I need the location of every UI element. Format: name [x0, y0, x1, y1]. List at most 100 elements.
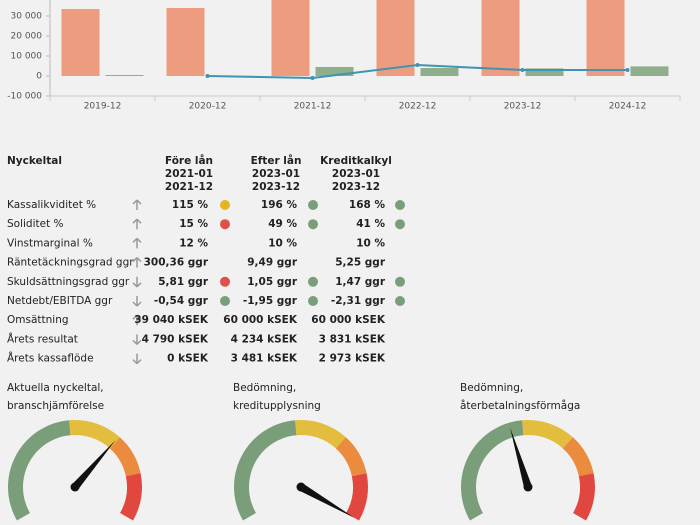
y-tick-label: 20 000	[11, 32, 43, 42]
trend-arrow	[132, 218, 142, 230]
gauge-segment	[522, 420, 573, 449]
status-dot	[308, 296, 318, 306]
cell-value: 1,05 ggr	[247, 276, 298, 288]
cell-value: 15 %	[179, 218, 208, 230]
column-header: Kreditkalkyl	[320, 155, 392, 167]
cell-value: 10 %	[356, 237, 385, 249]
column-header: 2023-12	[252, 181, 300, 193]
gauge-title: kreditupplysning	[233, 400, 321, 412]
trend-arrow	[132, 257, 142, 268]
bar	[376, 0, 415, 76]
cell-value: -1,95 ggr	[243, 295, 298, 307]
bar	[166, 8, 205, 76]
cell-value: 2 973 kSEK	[319, 353, 386, 365]
x-tick-label: 2021-12	[294, 102, 332, 112]
gauge-segment	[295, 420, 346, 449]
cell-value: 49 %	[268, 218, 297, 230]
bar	[586, 0, 625, 76]
gauge-needle	[71, 440, 116, 490]
cell-value: 168 %	[349, 199, 386, 211]
gauge-segment	[460, 420, 524, 521]
trend-arrow	[132, 296, 142, 307]
line-point	[205, 74, 210, 78]
gauge-hub	[523, 482, 533, 492]
column-header: 2021-01	[165, 168, 213, 180]
trend-arrow	[132, 314, 142, 326]
gauge-title: Bedömning,	[460, 382, 523, 394]
gauge-title: branschjämförelse	[7, 400, 104, 412]
line-point	[415, 63, 420, 67]
status-dot	[308, 276, 318, 287]
gauge-segment	[120, 473, 142, 521]
cell-value: 196 %	[261, 199, 298, 211]
bar	[105, 75, 144, 76]
gauge-segment	[234, 420, 297, 521]
gauge-segment	[335, 437, 367, 477]
row-label: Netdebt/EBITDA ggr	[7, 295, 113, 307]
gauge-title: återbetalningsförmåga	[460, 399, 580, 412]
line-point	[310, 76, 315, 80]
trend-arrow	[132, 334, 142, 345]
gauge-segment	[346, 473, 369, 521]
cell-value: 300,36 ggr	[144, 257, 209, 269]
table-title: Nyckeltal	[7, 155, 62, 167]
status-dot	[395, 219, 405, 230]
gauge-title: Aktuella nyckeltal,	[7, 382, 104, 394]
x-tick-label: 2020-12	[189, 102, 227, 112]
bar	[630, 66, 669, 76]
cell-value: -0,54 ggr	[154, 295, 209, 307]
status-dot	[220, 200, 230, 210]
row-label: Kassalikviditet %	[7, 199, 96, 211]
bar	[420, 68, 459, 76]
cell-value: 41 %	[356, 218, 385, 230]
bar	[271, 0, 310, 77]
status-dot	[220, 219, 230, 230]
column-header: 2023-12	[332, 181, 380, 193]
column-header: Efter lån	[251, 154, 302, 167]
gauge-needle	[510, 427, 532, 489]
bar	[61, 9, 100, 76]
cell-value: 5,81 ggr	[158, 276, 209, 288]
cell-value: 1,47 ggr	[335, 276, 386, 288]
gauge-hub	[296, 482, 306, 492]
gauge-segment	[573, 473, 595, 521]
cell-value: 3 481 kSEK	[231, 353, 298, 365]
trend-arrow	[132, 276, 142, 288]
row-label: Räntetäckningsgrad ggr	[7, 257, 134, 269]
status-dot	[395, 276, 405, 287]
trend-arrow	[132, 199, 142, 210]
row-label: Soliditet %	[7, 218, 64, 230]
column-header: 2021-12	[165, 181, 213, 193]
trend-arrow	[132, 353, 142, 365]
cell-value: 39 040 kSEK	[134, 314, 209, 326]
gauge-hub	[70, 482, 80, 492]
row-label: Årets kassaflöde	[7, 352, 94, 365]
line-point	[625, 68, 630, 72]
y-tick-label: 30 000	[11, 12, 43, 22]
cell-value: 3 831 kSEK	[319, 333, 386, 345]
cell-value: 0 kSEK	[167, 353, 209, 365]
y-tick-label: -10 000	[7, 92, 42, 102]
bar	[525, 68, 564, 76]
x-tick-label: 2022-12	[399, 102, 437, 112]
line-point	[520, 68, 525, 72]
y-tick-label: 10 000	[11, 52, 43, 62]
cell-value: -2,31 ggr	[331, 295, 386, 307]
column-header: 2023-01	[332, 168, 380, 180]
status-dot	[308, 219, 318, 230]
x-tick-label: 2024-12	[609, 102, 647, 112]
trend-arrow	[132, 237, 142, 249]
x-tick-label: 2019-12	[84, 102, 122, 112]
status-dot	[220, 276, 230, 287]
cell-value: 5,25 ggr	[335, 257, 386, 269]
cell-value: 4 234 kSEK	[231, 333, 298, 345]
gauge-segment	[69, 420, 120, 449]
gauge-segment	[109, 437, 141, 477]
gauge-title: Bedömning,	[233, 382, 296, 394]
status-dot	[395, 200, 405, 210]
cell-value: 4 790 kSEK	[142, 333, 209, 345]
gauge-segment	[562, 437, 594, 477]
row-label: Vinstmarginal %	[7, 237, 93, 249]
y-tick-label: 0	[36, 72, 42, 82]
column-header: Före lån	[165, 154, 213, 167]
